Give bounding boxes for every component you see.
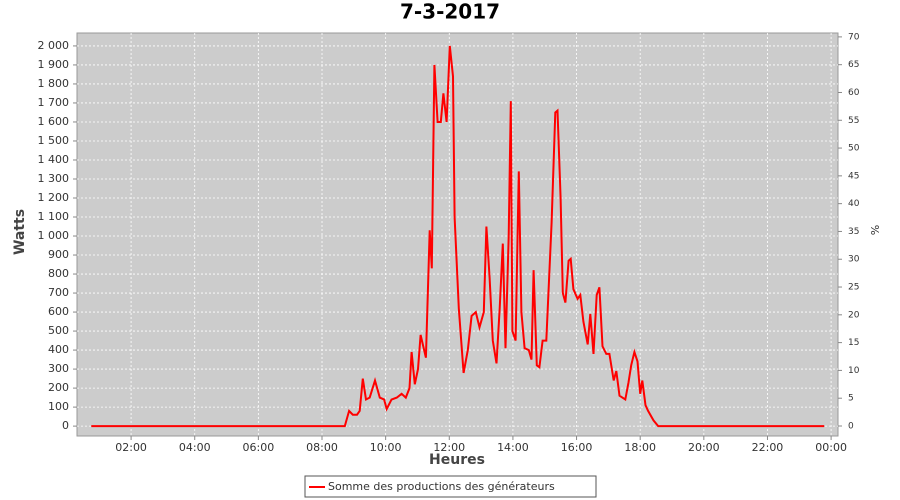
y-tick-label: 1 200 [38,191,70,204]
y-tick-label: 1 300 [38,172,70,185]
y-tick-label: 500 [48,324,69,337]
y-tick-label: 600 [48,305,69,318]
y-tick-label: 1 100 [38,210,70,223]
y-tick-label: 100 [48,400,69,413]
y2-tick-label: 55 [848,116,859,126]
y2-tick-label: 40 [848,199,860,209]
y2-tick-label: 15 [848,338,859,348]
y2-tick-label: 45 [848,171,859,181]
x-tick-label: 16:00 [561,441,593,454]
y2-tick-label: 50 [848,144,860,154]
x-tick-label: 14:00 [497,441,529,454]
y-tick-label: 700 [48,286,69,299]
x-tick-label: 06:00 [243,441,275,454]
y-tick-label: 1 000 [38,229,70,242]
y2-tick-label: 35 [848,227,859,237]
y2-axis-label: % [868,225,881,235]
series-line [91,45,825,428]
x-tick-label: 00:00 [815,441,847,454]
x-tick-label: 22:00 [752,441,784,454]
y2-tick-label: 65 [848,60,859,70]
y2-tick-label: 60 [848,88,860,98]
y2-tick-label: 20 [848,310,860,320]
y-tick-label: 1 700 [38,96,70,109]
y-tick-label: 200 [48,381,69,394]
x-tick-label: 08:00 [306,441,338,454]
legend [304,475,597,498]
x-tick-label: 12:00 [433,441,465,454]
y-tick-label: 1 800 [38,77,70,90]
x-tick-label: 02:00 [115,441,147,454]
y-tick-label: 2 000 [38,39,70,52]
y2-tick-label: 5 [848,394,854,404]
x-tick-label: 20:00 [688,441,720,454]
y2-tick-label: 70 [848,32,860,42]
chart-title: 7-3-2017 [400,0,500,24]
y-tick-label: 1 900 [38,58,70,71]
y-tick-label: 400 [48,343,69,356]
y-axis-label: Watts [12,209,28,255]
x-axis-label: Heures [429,452,485,468]
y2-tick-label: 10 [848,366,860,376]
y2-tick-label: 0 [848,421,854,431]
y-tick-label: 900 [48,248,69,261]
y-tick-label: 300 [48,362,69,375]
x-tick-label: 04:00 [179,441,211,454]
x-tick-label: 18:00 [624,441,656,454]
y-tick-label: 1 500 [38,134,70,147]
x-tick-label: 10:00 [370,441,402,454]
plot-area [76,32,839,437]
legend-label: Somme des productions des générateurs [328,480,555,493]
y-tick-label: 0 [62,419,69,432]
y-tick-label: 1 400 [38,153,70,166]
y-tick-label: 1 600 [38,115,70,128]
y-tick-label: 800 [48,267,69,280]
y2-tick-label: 30 [848,255,860,265]
y2-tick-label: 25 [848,283,859,293]
